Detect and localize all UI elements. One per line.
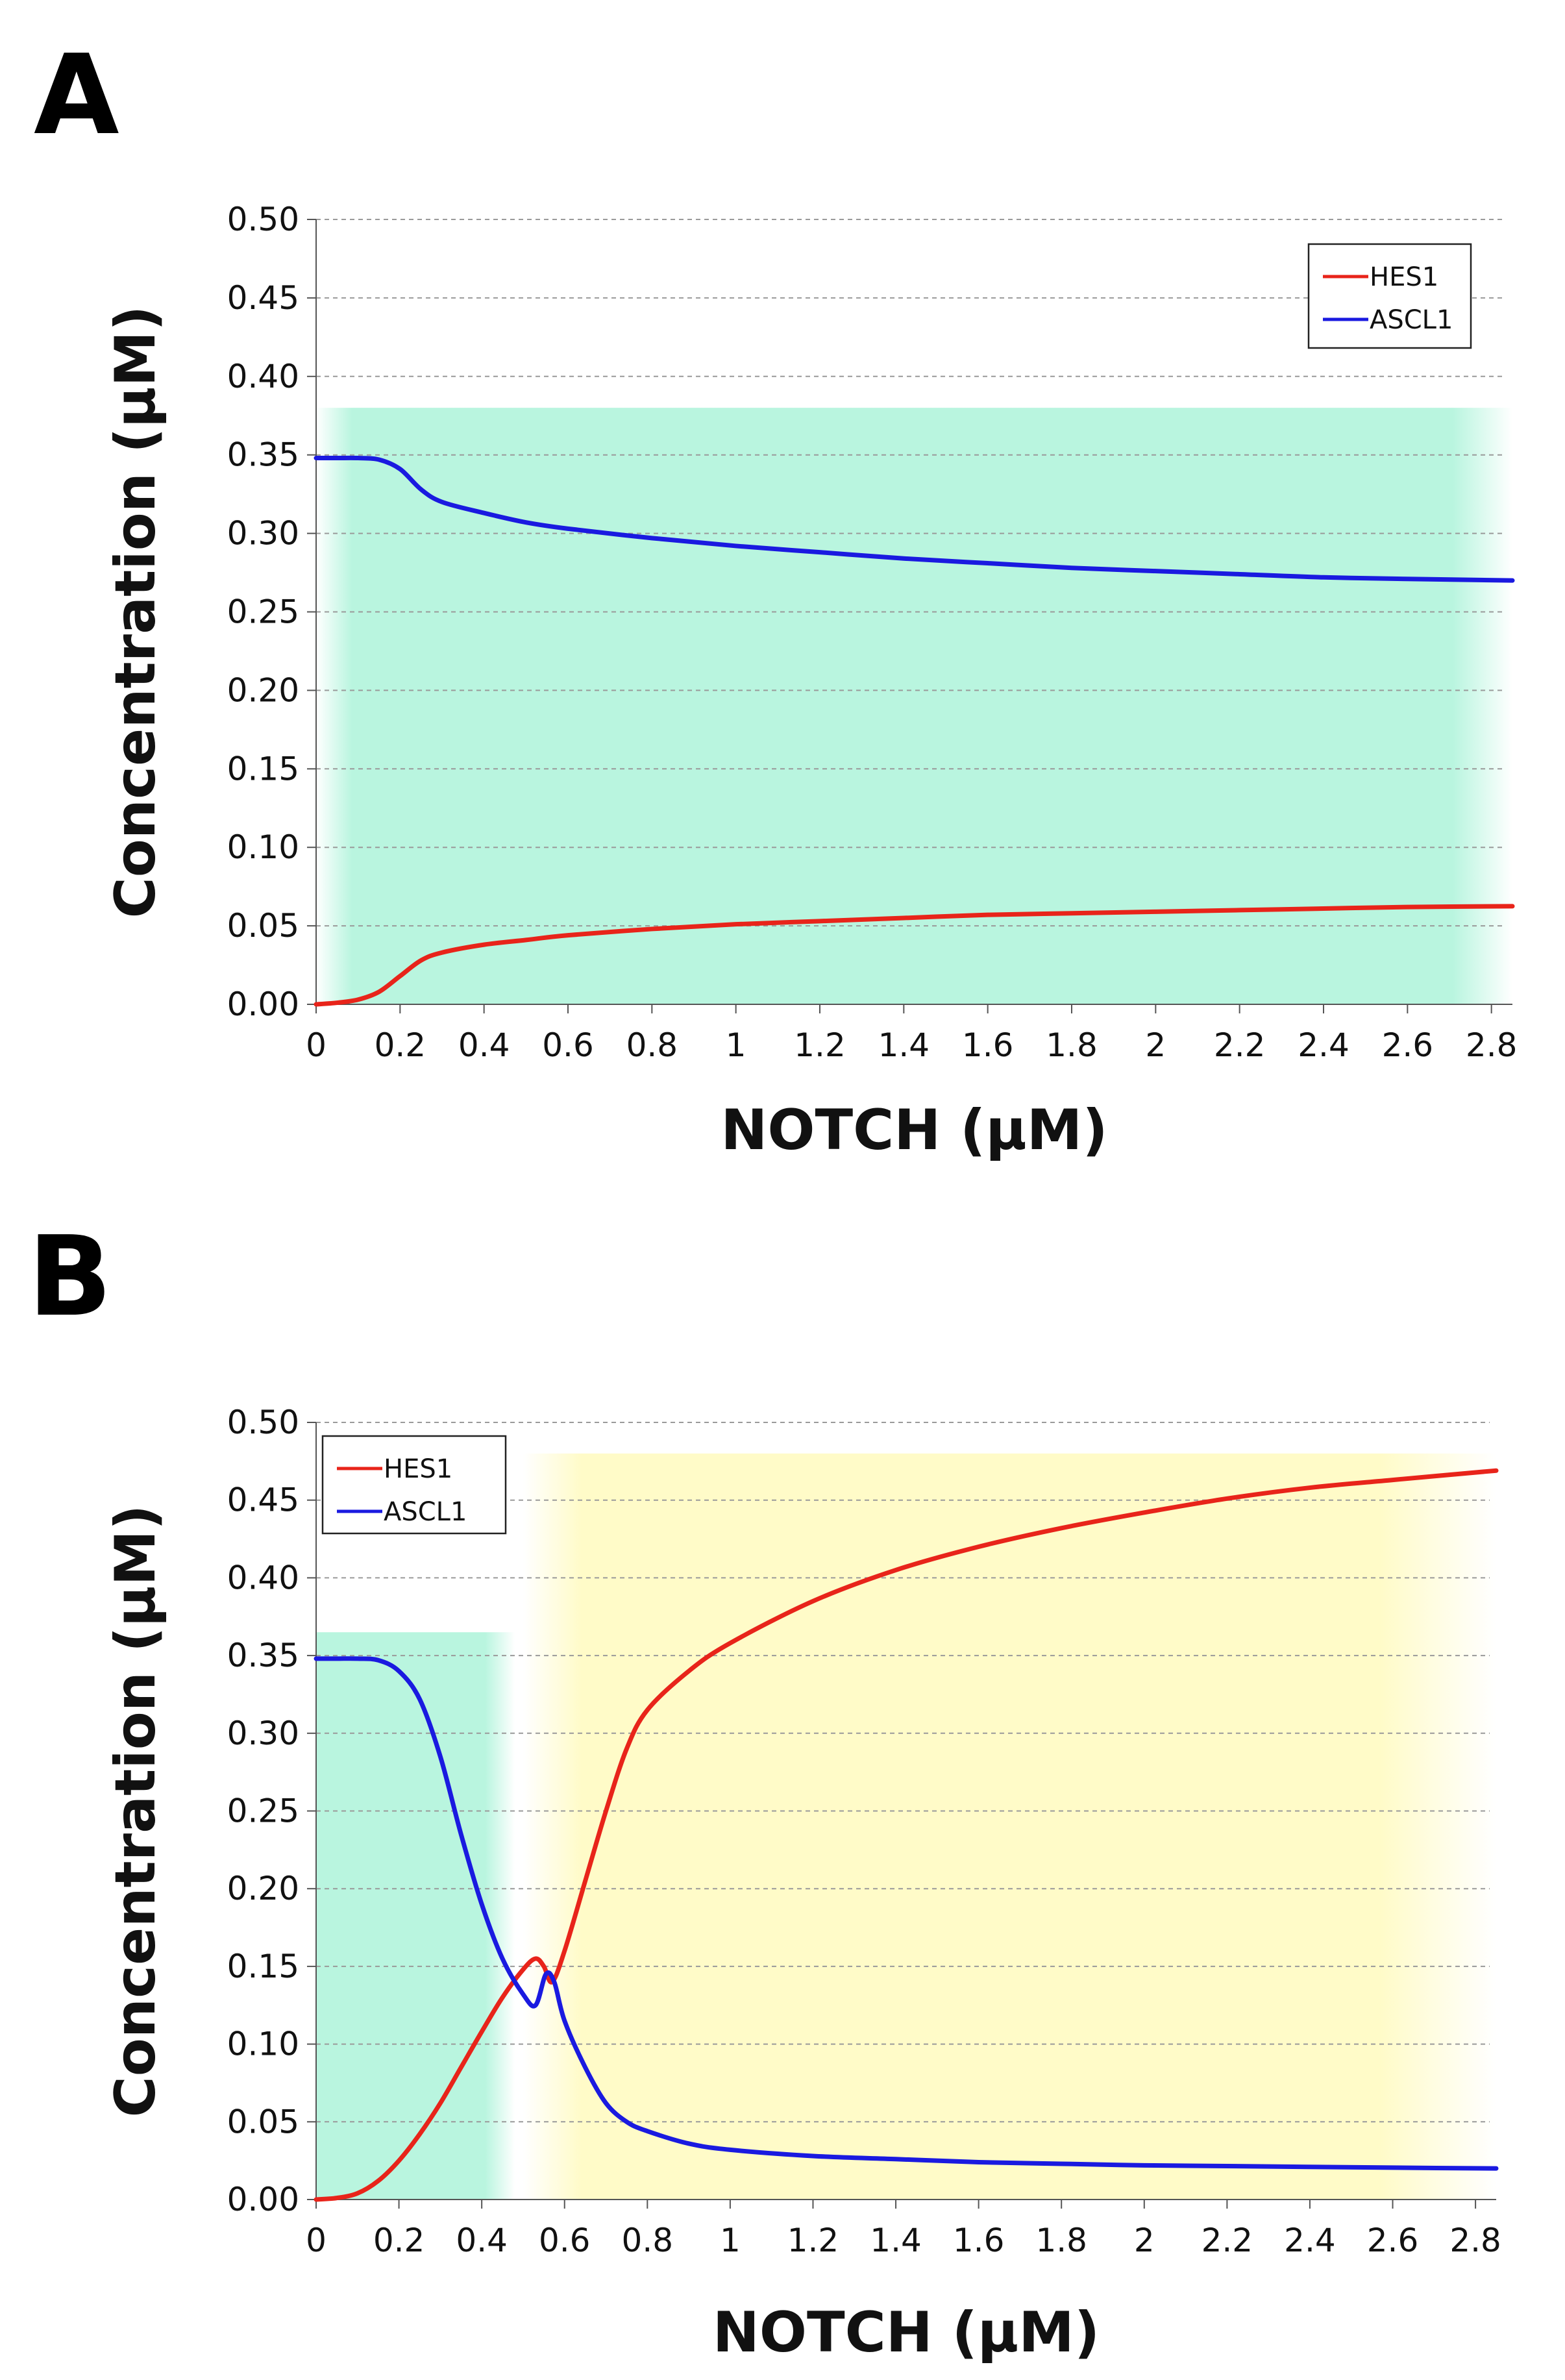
chart-panel-b: 0.000.050.100.150.200.250.300.350.400.45… (103, 1404, 1501, 2365)
legend-label-hes1: HES1 (1370, 262, 1438, 292)
x-tick-label: 1.8 (1035, 2222, 1087, 2259)
green-region (316, 408, 1512, 1004)
y-tick-label: 0.40 (227, 358, 299, 395)
x-tick-label: 2.4 (1298, 1026, 1349, 1064)
hes1-line (314, 904, 1515, 1007)
x-tick-label: 1.2 (787, 2222, 839, 2259)
x-tick-label: 2 (1134, 2222, 1155, 2259)
x-tick-label: 2.8 (1449, 2222, 1501, 2259)
x-tick-label: 2.4 (1284, 2222, 1336, 2259)
x-tick-label: 0.2 (375, 1026, 426, 1064)
x-tick-label: 1.6 (953, 2222, 1005, 2259)
x-tick-label: 0.8 (626, 1026, 678, 1064)
x-tick-label: 0 (306, 1026, 327, 1064)
x-tick-label: 2.2 (1214, 1026, 1266, 1064)
y-tick-label: 0.20 (227, 1870, 299, 1907)
x-tick-label: 1.4 (878, 1026, 930, 1064)
grid-lines (316, 1422, 1490, 2123)
panel-label-b: B (28, 1213, 112, 1341)
y-tick-label: 0.35 (227, 436, 299, 474)
y-tick-label: 0.00 (227, 985, 299, 1023)
y-tick-label: 0.45 (227, 1481, 299, 1519)
y-tick-label: 0.20 (227, 671, 299, 709)
legend-label-hes1: HES1 (384, 1454, 452, 1484)
y-tick-label: 0.30 (227, 1715, 299, 1752)
legend: HES1 ASCL1 (321, 1435, 507, 1535)
x-tick-labels: 0 0.2 0.4 0.6 0.8 1 1.2 1.4 1.6 1.8 2 2.2 2.4 2.6 2.8 (306, 1004, 1517, 1064)
legend-label-ascl1: ASCL1 (384, 1497, 467, 1527)
chart-panel-a: 0.000.050.100.150.200.250.300.350.400.45… (103, 201, 1517, 1163)
x-tick-label: 1 (720, 2222, 741, 2259)
legend-box (1307, 243, 1472, 349)
y-tick-label: 0.05 (227, 907, 299, 945)
ascl1-line (314, 1656, 1499, 2171)
legend-box (321, 1435, 507, 1535)
x-tick-label: 2.2 (1201, 2222, 1253, 2259)
y-tick-labels: 0.00 0.05 0.10 0.15 0.20 0.25 0.30 0.35 0.40 0.45… (227, 201, 316, 1023)
x-tick-label: 0.6 (539, 2222, 591, 2259)
x-tick-label: 1.2 (794, 1026, 846, 1064)
y-tick-label: 0.40 (227, 1559, 299, 1596)
y-tick-label: 0.50 (227, 1404, 299, 1441)
y-tick-label: 0.15 (227, 1948, 299, 1985)
ascl1-line (314, 455, 1515, 583)
y-tick-label: 0.25 (227, 593, 299, 631)
y-tick-label: 0.10 (227, 828, 299, 866)
legend-label-ascl1: ASCL1 (1370, 305, 1453, 335)
x-tick-label: 0.6 (542, 1026, 594, 1064)
x-tick-label: 2 (1145, 1026, 1166, 1064)
x-axis-title: NOTCH (μM) (721, 1098, 1107, 1163)
hes1-line (314, 1468, 1499, 2202)
y-tick-label: 0.05 (227, 2103, 299, 2140)
x-tick-label: 0 (306, 2222, 327, 2259)
y-tick-label: 0.35 (227, 1637, 299, 1674)
x-tick-label: 1.4 (870, 2222, 922, 2259)
panel-label-a: A (34, 31, 119, 160)
grid-lines (316, 219, 1506, 927)
legend: HES1 ASCL1 (1307, 243, 1472, 349)
x-tick-label: 0.4 (458, 1026, 510, 1064)
x-tick-label: 1.8 (1046, 1026, 1098, 1064)
x-tick-label: 0.8 (622, 2222, 674, 2259)
y-tick-labels: 0.00 0.05 0.10 0.15 0.20 0.25 0.30 0.35 0.40 0.45… (227, 1404, 316, 2218)
x-axis-title: NOTCH (μM) (713, 2300, 1100, 2365)
x-tick-label: 0.4 (456, 2222, 508, 2259)
x-tick-labels: 0 0.2 0.4 0.6 0.8 1 1.2 1.4 1.6 1.8 2 2.2 2.4 2.6 2.8 (306, 2200, 1501, 2259)
y-tick-label: 0.50 (227, 201, 299, 238)
y-tick-label: 0.00 (227, 2181, 299, 2218)
green-region (316, 1632, 515, 2200)
y-axis-title: Concentration (μM) (103, 306, 168, 919)
x-tick-label: 2.6 (1367, 2222, 1419, 2259)
x-tick-label: 1.6 (962, 1026, 1014, 1064)
y-axis-title: Concentration (μM) (103, 1505, 168, 2118)
x-tick-label: 2.6 (1382, 1026, 1434, 1064)
y-tick-label: 0.15 (227, 750, 299, 787)
yellow-region (523, 1453, 1496, 2200)
y-tick-label: 0.30 (227, 515, 299, 552)
y-tick-label: 0.10 (227, 2026, 299, 2063)
x-tick-label: 0.2 (373, 2222, 425, 2259)
x-tick-label: 1 (726, 1026, 746, 1064)
x-tick-label: 2.8 (1466, 1026, 1518, 1064)
y-tick-label: 0.25 (227, 1792, 299, 1830)
y-tick-label: 0.45 (227, 279, 299, 317)
